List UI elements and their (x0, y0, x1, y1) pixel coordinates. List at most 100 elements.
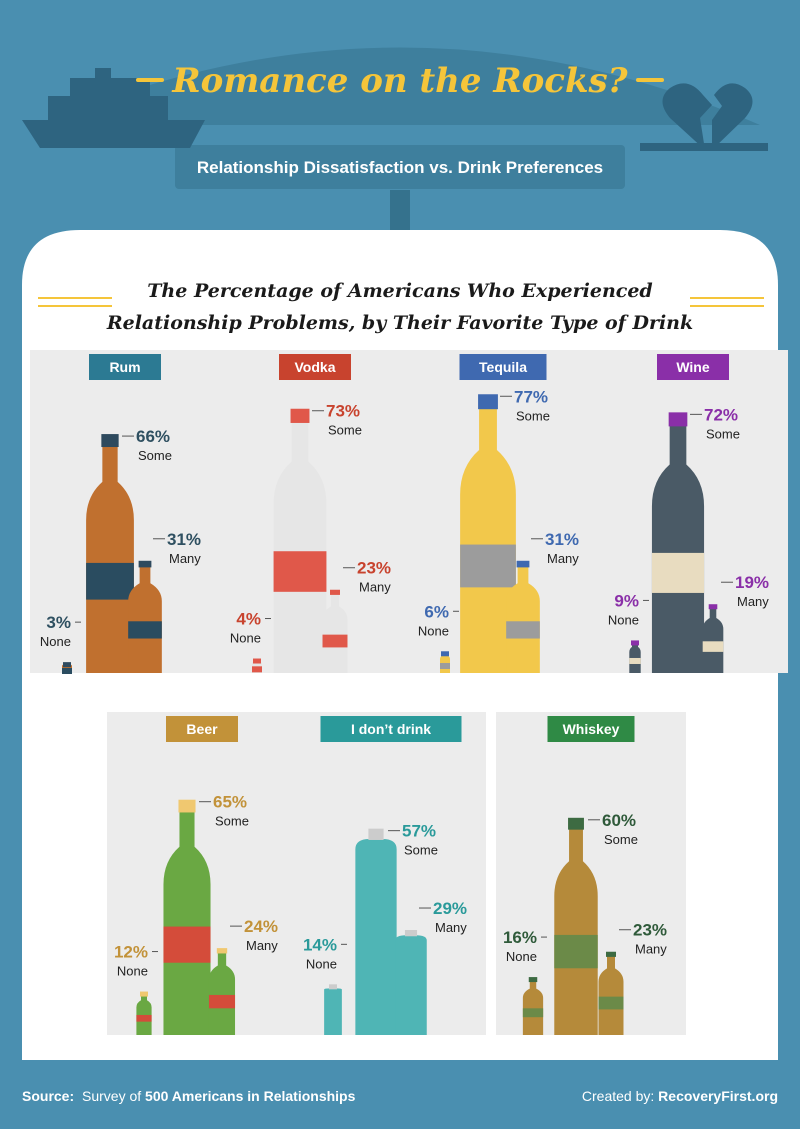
bottle-many-cap (516, 560, 530, 568)
series-label-many: Many (435, 920, 467, 935)
footer-created-label: Created by: (582, 1088, 658, 1104)
drink-tab (279, 354, 351, 380)
bottle-many-body (598, 955, 624, 1035)
ship-icon (22, 68, 205, 148)
bottle-some-cap (668, 412, 688, 427)
bottle-none-label (62, 667, 72, 674)
bottle-many-cap (404, 930, 418, 937)
drink-name: I don’t drink (351, 721, 431, 737)
value-label-many: 23% (357, 559, 391, 578)
bottle-none-cap (140, 991, 148, 997)
value-label-none: 4% (236, 610, 261, 629)
bottle-many-cap (330, 589, 340, 595)
bottle-many-cap (708, 604, 718, 610)
footer-source: Source: Survey of 500 Americans in Relat… (22, 1088, 356, 1104)
value-label-none: 9% (614, 591, 639, 610)
value-label-none: 3% (46, 613, 71, 632)
drink-card-2: Tequila 77% Some 31% Many 6% None (408, 350, 598, 673)
drink-name: Whiskey (563, 721, 620, 737)
bottle-none-cap (253, 658, 261, 664)
drink-name: Beer (186, 721, 218, 737)
bottle-none-cap (63, 662, 71, 668)
series-label-some: Some (404, 843, 438, 858)
drink-tab (89, 354, 161, 380)
bottle-none-label (522, 1008, 544, 1018)
value-label-some: 66% (136, 427, 170, 446)
drink-card-4: Beer 65% Some 24% Many 12% None (107, 712, 297, 1035)
value-label-none: 14% (303, 935, 337, 954)
header-banner (22, 47, 778, 230)
value-label-many: 24% (244, 917, 278, 936)
value-label-many: 31% (167, 530, 201, 549)
bottle-some-cap (568, 817, 584, 830)
main-title: Romance on the Rocks? (171, 61, 628, 101)
bottle-none-cap (528, 977, 538, 983)
series-label-some: Some (706, 426, 740, 441)
bottle-many-cap (138, 560, 152, 568)
value-label-many: 29% (433, 899, 467, 918)
series-label-some: Some (604, 832, 638, 847)
bottle-many-body (128, 566, 162, 673)
drink-card-6: Whiskey 60% Some 23% Many 16% None (496, 712, 686, 1035)
value-label-many: 31% (545, 530, 579, 549)
bottle-some-label (651, 552, 705, 593)
drink-tab (459, 354, 547, 380)
drink-name: Tequila (479, 359, 527, 375)
series-label-some: Some (516, 408, 550, 423)
bottle-none-body (522, 981, 544, 1035)
series-label-none: None (506, 949, 537, 964)
value-label-some: 72% (704, 405, 738, 424)
series-label-many: Many (635, 942, 667, 957)
footer-source-bold: 500 Americans in Relationships (145, 1088, 356, 1104)
drink-cards: Rum 66% Some 31% Many 3% None Vodka 73% Some 23% Ma… (30, 350, 788, 1035)
series-label-none: None (40, 634, 71, 649)
bottle-some-label (86, 562, 134, 600)
bottle-some-cap (368, 828, 384, 840)
bottle-some-cap (101, 434, 119, 448)
drink-card-5: I don’t drink 57% Some 29% Many 14% None (296, 712, 486, 1035)
bottle-none-label (629, 657, 641, 664)
bottle-many-label (702, 641, 724, 652)
series-label-some: Some (328, 423, 362, 438)
heading-rules (38, 297, 764, 307)
drink-name: Rum (109, 359, 140, 375)
value-label-some: 77% (514, 387, 548, 406)
series-label-none: None (306, 956, 337, 971)
bottle-some-cap (478, 394, 498, 410)
bottle-none-cap (329, 984, 337, 990)
series-label-none: None (418, 623, 449, 638)
series-label-many: Many (359, 580, 391, 595)
series-label-none: None (608, 612, 639, 627)
bottle-many-body (702, 608, 724, 673)
bottle-some-label (554, 934, 598, 969)
bottle-many-cap (216, 948, 228, 954)
bottle-some-body (355, 838, 397, 1035)
bottle-many-label (128, 621, 162, 639)
series-label-some: Some (215, 814, 249, 829)
bottle-some-body (651, 425, 705, 673)
drink-tab (166, 716, 238, 742)
bottle-many-body (208, 952, 236, 1035)
value-label-none: 16% (503, 928, 537, 947)
bottle-many-body (395, 935, 427, 1035)
drink-card-1: Vodka 73% Some 23% Many 4% None (220, 350, 410, 673)
bottle-some-body (163, 811, 211, 1035)
footer-source-label: Source: (22, 1088, 74, 1104)
bottle-some-label (163, 926, 211, 963)
drink-card-3: Wine 72% Some 19% Many 9% None (598, 350, 788, 673)
bottle-some-label (273, 551, 327, 592)
value-label-many: 19% (735, 573, 769, 592)
series-label-many: Many (547, 551, 579, 566)
series-label-none: None (230, 631, 261, 646)
series-label-many: Many (169, 551, 201, 566)
value-label-some: 73% (326, 402, 360, 421)
bottle-many-label (598, 996, 624, 1010)
bottle-some-body (86, 446, 134, 673)
value-label-some: 60% (602, 811, 636, 830)
drink-card-0: Rum 66% Some 31% Many 3% None (30, 350, 220, 674)
drink-tab (320, 716, 462, 742)
chart-heading-line1: The Percentage of Americans Who Experien… (147, 280, 652, 302)
bottle-many-label (322, 634, 348, 648)
bottle-some-body (554, 828, 598, 1035)
bottle-none-cap (441, 651, 449, 657)
